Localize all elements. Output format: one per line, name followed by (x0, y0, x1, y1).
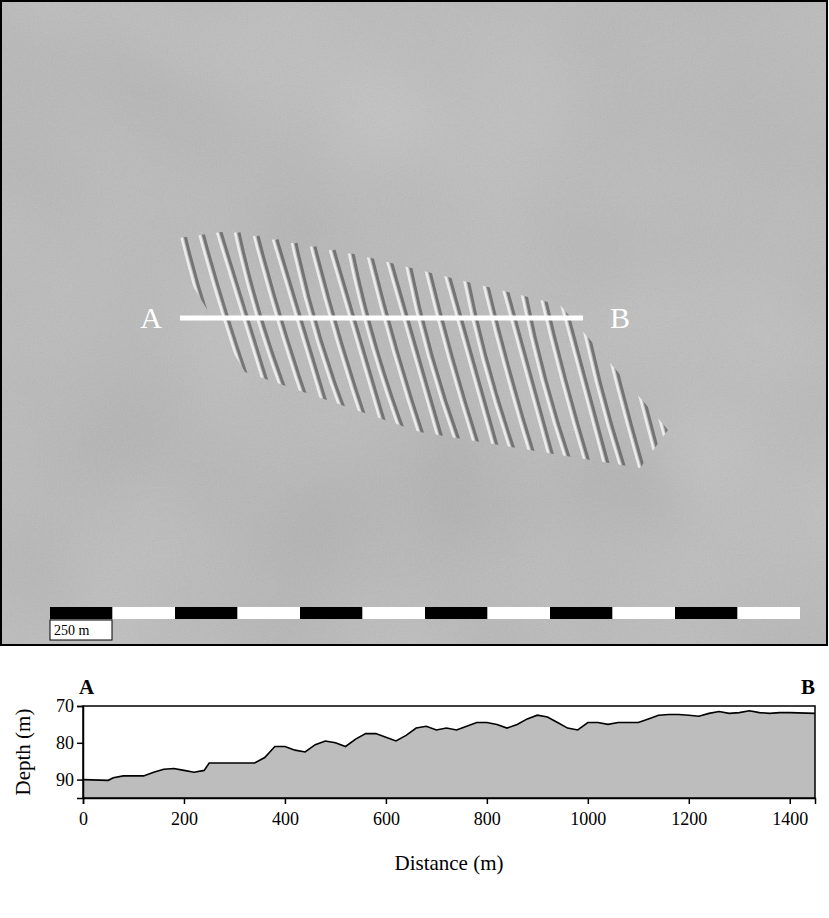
tick-mark (77, 743, 83, 745)
ridge-shadow (277, 240, 332, 423)
x-tick: 1200 (671, 798, 707, 829)
tick-mark (689, 798, 691, 804)
section-label: A (140, 301, 162, 334)
x-tick: 1000 (570, 798, 606, 829)
axis-line (77, 707, 84, 799)
y-axis-title: Depth (m) (11, 709, 35, 796)
tick-label: 200 (171, 809, 198, 829)
section-line (180, 316, 583, 321)
ridge-field (178, 222, 712, 522)
plot-marks (83, 711, 815, 798)
ridge-shadow (467, 275, 522, 473)
x-tick: 200 (171, 798, 198, 829)
ridge-crest (596, 299, 651, 507)
ridge-shadow (600, 299, 655, 507)
scale-segment (238, 607, 301, 619)
scale-label-box (50, 620, 112, 640)
tick-mark (487, 798, 489, 804)
profile-area (83, 711, 815, 798)
tick-label: 1400 (772, 809, 808, 829)
tick-label: 600 (373, 809, 400, 829)
ridge-shadow (182, 222, 237, 397)
tick-mark (588, 798, 590, 804)
ridge-shadow (505, 282, 560, 483)
scale-segment (363, 607, 426, 619)
tick-mark (77, 706, 83, 708)
tick-label: 90 (56, 770, 74, 790)
image-frame (1, 1, 827, 645)
tick-label: 0 (79, 809, 88, 829)
image-texture (1, 1, 827, 645)
ridge-shadow (410, 264, 465, 457)
figure: A B 250 m 0 200 400 600 800 1000 1200 1400 70 80 90 Di… (0, 0, 829, 918)
scale-segment (300, 607, 363, 619)
tick-label: 70 (56, 696, 74, 716)
scale-segment (175, 607, 238, 619)
ridge-crest (653, 310, 708, 523)
scale-segment (675, 607, 738, 619)
scale-segment (113, 607, 176, 619)
image-ground (1, 1, 827, 645)
scale-bar: 250 m (50, 607, 800, 640)
x-tick: 800 (474, 798, 501, 829)
profile-line (83, 711, 815, 781)
scale-segment (613, 607, 676, 619)
x-axis: 0 200 400 600 800 1000 1200 1400 (79, 798, 816, 829)
scale-segment (488, 607, 551, 619)
ridge-shadow (657, 310, 712, 523)
x-tick: 600 (373, 798, 400, 829)
y-tick: 90 (56, 770, 83, 790)
ridge-shadow (448, 271, 503, 467)
y-axis: 70 80 90 (56, 696, 84, 798)
section-end-label: A (79, 675, 95, 699)
scale-segment (550, 607, 613, 619)
y-tick: 80 (56, 733, 83, 753)
scale-segment (738, 607, 801, 619)
tick-mark (386, 798, 388, 804)
tick-label: 800 (474, 809, 501, 829)
tick-mark (790, 798, 792, 804)
tick-label: 1000 (570, 809, 606, 829)
x-tick: 0 (79, 798, 88, 829)
ridge-crest (634, 306, 689, 517)
scale-label: 250 m (54, 623, 90, 638)
ridge-shadow (353, 254, 408, 443)
tick-label: 80 (56, 733, 74, 753)
image-shading (1, 1, 827, 645)
x-axis-title: Distance (m) (394, 851, 503, 875)
tick-mark (285, 798, 287, 804)
ridge-shadow (638, 306, 693, 517)
x-tick: 400 (272, 798, 299, 829)
tick-mark (184, 798, 186, 804)
plot-frame (83, 706, 815, 798)
ridge-shadow (239, 233, 294, 413)
tick-label: 1200 (671, 809, 707, 829)
axis-line (84, 799, 816, 805)
ridge-shadow (562, 292, 617, 497)
section-label: B (610, 301, 630, 334)
ridge-shadow (391, 261, 446, 453)
relief-image: A B 250 m (1, 1, 827, 645)
tick-label: 400 (272, 809, 299, 829)
ridge-shadow (581, 296, 636, 503)
scale-segment (425, 607, 488, 619)
ridge-shadow (334, 250, 389, 437)
scale-segment (50, 607, 113, 619)
tick-mark (77, 779, 83, 781)
y-tick: 70 (56, 696, 83, 716)
x-tick: 1400 (772, 798, 808, 829)
section-end-label: B (801, 675, 815, 699)
ridge-shadow (524, 285, 579, 487)
ridge-shadow (296, 243, 351, 427)
